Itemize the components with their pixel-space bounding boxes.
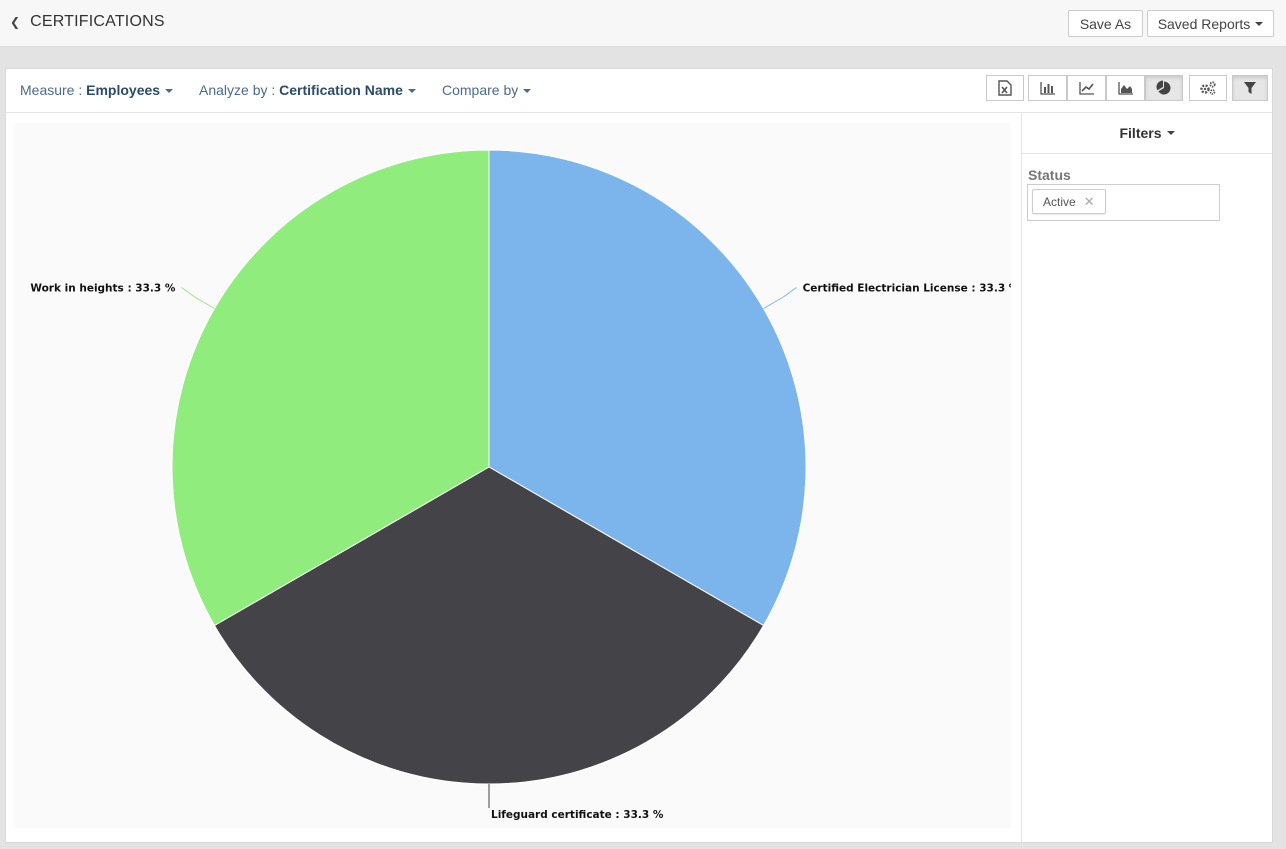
status-filter-label: Status — [1028, 167, 1071, 183]
settings-icon — [1200, 81, 1216, 95]
filters-title: Filters — [1119, 125, 1162, 141]
compare-label: Compare by — [442, 82, 519, 98]
analyze-label: Analyze by : — [199, 82, 280, 98]
compare-by-dropdown[interactable]: Compare by — [442, 82, 532, 98]
remove-chip-icon[interactable]: ✕ — [1083, 193, 1095, 209]
export-excel-button[interactable] — [986, 75, 1024, 101]
analyze-by-dropdown[interactable]: Analyze by : Certification Name — [199, 82, 416, 98]
chevron-left-icon: ❮ — [10, 15, 21, 29]
save-as-button[interactable]: Save As — [1068, 10, 1143, 37]
status-chip-label: Active — [1043, 194, 1076, 209]
pie-label-work-in-heights: Work in heights : 33.3 % — [30, 283, 175, 295]
analyze-value: Certification Name — [279, 82, 403, 98]
save-as-label: Save As — [1079, 15, 1132, 32]
area-chart-icon — [1117, 82, 1133, 95]
status-chip: Active ✕ — [1032, 189, 1106, 214]
caret-down-icon — [1166, 131, 1175, 135]
saved-reports-label: Saved Reports — [1157, 15, 1251, 32]
report-toolbar: Measure : Employees Analyze by : Certifi… — [6, 69, 1272, 113]
pie-chart: Certified Electrician License : 33.3 % Li… — [30, 149, 1020, 821]
measure-dropdown[interactable]: Measure : Employees — [20, 82, 174, 98]
divider — [1021, 113, 1022, 842]
pie-chart-button[interactable] — [1145, 75, 1183, 101]
caret-down-icon — [165, 89, 174, 94]
back-link[interactable]: ❮ CERTIFICATIONS — [10, 12, 165, 32]
filters-dropdown[interactable]: Filters — [1022, 113, 1272, 154]
pie-label-certified-electrician-license: Certified Electrician License : 33.3 % — [803, 283, 1011, 295]
pie-label-lifeguard-certificate: Lifeguard certificate : 33.3 % — [491, 809, 664, 821]
bar-chart-button[interactable] — [1028, 75, 1067, 101]
settings-button[interactable] — [1189, 75, 1227, 101]
bar-chart-icon — [1039, 82, 1055, 95]
pie-connector-certified-electrician-license — [763, 287, 797, 309]
report-panel: Measure : Employees Analyze by : Certifi… — [5, 68, 1273, 843]
status-filter-input[interactable]: Active ✕ — [1027, 184, 1220, 221]
chart-area: Certified Electrician License : 33.3 % Li… — [14, 123, 1020, 828]
page-header: ❮ CERTIFICATIONS Save As Saved Reports — [0, 0, 1286, 47]
filter-toggle-button[interactable] — [1232, 75, 1268, 101]
measure-value: Employees — [86, 82, 161, 98]
caret-down-icon — [1255, 21, 1264, 26]
pie-slice-certified-electrician-license[interactable] — [488, 149, 807, 627]
caret-down-icon — [407, 89, 416, 94]
caret-down-icon — [523, 89, 532, 94]
pie-slice-lifeguard-certificate[interactable] — [213, 466, 765, 785]
pie-connector-work-in-heights — [181, 287, 215, 309]
line-chart-button[interactable] — [1067, 75, 1106, 101]
filter-icon — [1244, 82, 1256, 94]
line-chart-icon — [1078, 82, 1094, 95]
pie-chart-icon — [1156, 80, 1171, 95]
pie-slice-work-in-heights[interactable] — [171, 149, 490, 627]
area-chart-button[interactable] — [1106, 75, 1145, 101]
measure-label: Measure : — [20, 82, 87, 98]
saved-reports-button[interactable]: Saved Reports — [1147, 10, 1274, 37]
export-excel-icon — [998, 80, 1012, 96]
page-title: CERTIFICATIONS — [30, 13, 165, 30]
